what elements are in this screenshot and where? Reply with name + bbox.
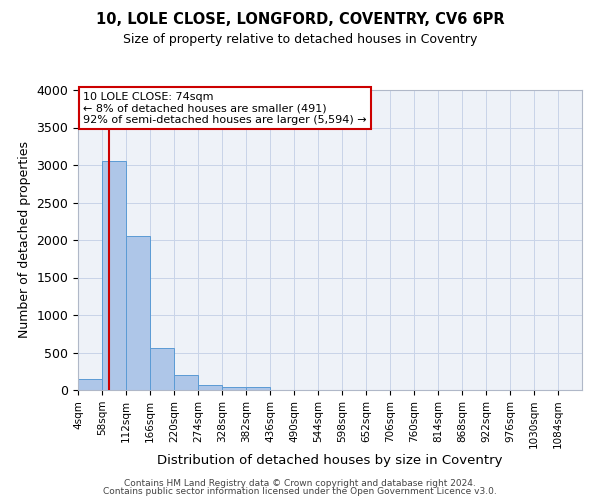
Text: Contains HM Land Registry data © Crown copyright and database right 2024.: Contains HM Land Registry data © Crown c…: [124, 478, 476, 488]
Text: 10 LOLE CLOSE: 74sqm
← 8% of detached houses are smaller (491)
92% of semi-detac: 10 LOLE CLOSE: 74sqm ← 8% of detached ho…: [83, 92, 367, 124]
Text: Size of property relative to detached houses in Coventry: Size of property relative to detached ho…: [123, 32, 477, 46]
Bar: [198, 385, 222, 390]
Bar: [126, 236, 150, 390]
X-axis label: Distribution of detached houses by size in Coventry: Distribution of detached houses by size …: [157, 454, 503, 467]
Bar: [246, 387, 270, 390]
Bar: [222, 386, 246, 390]
Text: Contains public sector information licensed under the Open Government Licence v3: Contains public sector information licen…: [103, 487, 497, 496]
Bar: [150, 348, 174, 390]
Bar: [78, 379, 102, 390]
Text: 10, LOLE CLOSE, LONGFORD, COVENTRY, CV6 6PR: 10, LOLE CLOSE, LONGFORD, COVENTRY, CV6 …: [95, 12, 505, 28]
Bar: [174, 374, 198, 390]
Bar: [102, 160, 126, 390]
Y-axis label: Number of detached properties: Number of detached properties: [18, 142, 31, 338]
